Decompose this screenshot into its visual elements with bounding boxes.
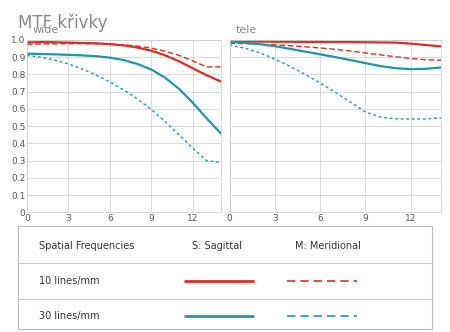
FancyBboxPatch shape	[18, 226, 432, 329]
Text: 10 lines/mm: 10 lines/mm	[39, 276, 99, 286]
Text: Spatial Frequencies: Spatial Frequencies	[39, 241, 134, 251]
Text: 30 lines/mm: 30 lines/mm	[39, 311, 99, 321]
Legend: S10, M10, S30, M30: S10, M10, S30, M30	[253, 241, 418, 257]
Text: MTF křivky: MTF křivky	[18, 13, 108, 32]
Legend: S10, M10, S30, M30: S10, M10, S30, M30	[41, 241, 206, 257]
Text: tele: tele	[236, 25, 257, 35]
Text: wide: wide	[33, 25, 59, 35]
Text: S: Sagittal: S: Sagittal	[192, 241, 242, 251]
Text: M: Meridional: M: Meridional	[295, 241, 361, 251]
